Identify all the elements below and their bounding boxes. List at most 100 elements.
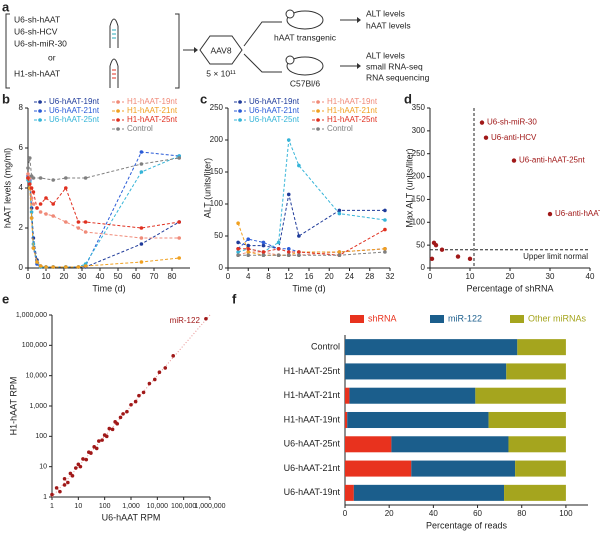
bar-segment: [345, 436, 392, 453]
point: [28, 182, 32, 186]
point: [286, 247, 291, 251]
bar-segment: [349, 387, 476, 404]
point: [29, 216, 34, 220]
arrows: [243, 21, 282, 73]
point: [139, 150, 144, 154]
model: C57Bl/6: [290, 78, 321, 88]
point: [467, 256, 473, 262]
panel-label: b: [2, 91, 10, 106]
y-tick-label: 100: [412, 217, 426, 226]
x-tick-label: 10: [42, 272, 51, 281]
legend-label: H1-hAAT-25nt: [327, 115, 378, 124]
legend-marker: [238, 100, 242, 104]
bracket: [5, 13, 180, 89]
point: [26, 172, 30, 176]
point: [26, 166, 30, 170]
point: [297, 253, 301, 257]
legend-label: shRNA: [368, 313, 397, 323]
point: [337, 253, 342, 257]
readout: RNA sequencing: [366, 72, 430, 82]
legend-marker: [38, 100, 42, 104]
point: [35, 260, 39, 264]
point: [236, 240, 240, 245]
point: [129, 402, 133, 407]
point: [236, 253, 240, 257]
construct: U6-sh-miR-30: [14, 38, 67, 48]
point: [83, 230, 88, 234]
point: [44, 196, 48, 200]
point: [337, 250, 342, 254]
bar-segment: [345, 363, 507, 380]
bar-segment: [515, 460, 566, 477]
panel-f: f 0 20 40 60 80 100 Percentage of reads Control H…: [232, 291, 588, 530]
x-tick-label: 80: [517, 509, 526, 518]
point: [276, 240, 281, 245]
series-line: [237, 223, 385, 256]
construct: U6-sh-HCV: [14, 26, 58, 36]
series-line: [238, 229, 386, 256]
point: [38, 210, 43, 214]
series-line: [28, 177, 180, 268]
point: [204, 316, 208, 321]
point: [297, 250, 301, 254]
category-label: U6-hAAT-19nt: [284, 487, 341, 497]
y-tick-label: 1,000: [29, 403, 47, 410]
point: [157, 370, 162, 375]
point: [115, 421, 120, 426]
x-tick-label: 30: [546, 272, 555, 281]
bar-segment: [488, 411, 566, 429]
point: [64, 186, 68, 190]
point: [246, 247, 251, 251]
legend-label: U6-hAAT-21nt: [249, 106, 300, 115]
point: [83, 220, 88, 224]
x-tick-label: 1,000,000: [194, 503, 225, 510]
x-tick-label: 60: [132, 272, 141, 281]
or-text: or: [48, 52, 56, 62]
y-tick-label: 6: [19, 143, 24, 152]
bar-segment: [345, 387, 350, 404]
point: [100, 438, 104, 442]
category-label: H1-hAAT-25nt: [284, 366, 341, 376]
point: [70, 473, 75, 478]
bar-segment: [345, 460, 412, 477]
point: [383, 227, 387, 232]
point: [62, 483, 67, 487]
series-line: [27, 151, 180, 268]
x-tick-label: 70: [150, 272, 159, 281]
point: [137, 393, 141, 398]
x-tick-label: 10: [466, 272, 475, 281]
vector-hexagon: [199, 35, 243, 65]
y-tick-label: 250: [412, 149, 426, 158]
point: [54, 486, 59, 490]
point: [83, 176, 88, 180]
point-label: miR-122: [170, 316, 201, 325]
point: [276, 247, 281, 251]
y-axis-label: Max ALT (units/liter): [404, 148, 414, 227]
point: [383, 250, 387, 254]
point: [236, 250, 240, 254]
legend-swatch: [350, 315, 364, 323]
point: [177, 236, 181, 240]
point: [68, 471, 73, 476]
point: [171, 354, 175, 358]
point: [511, 158, 517, 163]
point-label: U6-sh-miR-30: [487, 118, 537, 127]
point: [51, 265, 55, 269]
y-axis-label: ALT (units/liter): [202, 158, 212, 218]
point: [51, 214, 55, 218]
legend-marker: [316, 127, 320, 131]
point: [31, 190, 36, 194]
y-tick-label: 8: [19, 103, 24, 112]
point: [35, 206, 39, 210]
point: [51, 202, 55, 206]
point: [433, 242, 439, 248]
x-tick-label: 20: [506, 272, 515, 281]
point: [28, 156, 32, 160]
y-tick-label: 1,000,000: [16, 312, 47, 319]
y-tick-label: 100: [35, 433, 47, 440]
point: [276, 253, 281, 257]
point: [286, 253, 291, 257]
point: [163, 366, 168, 370]
x-axis-label: Time (d): [292, 283, 325, 293]
point: [29, 186, 34, 190]
